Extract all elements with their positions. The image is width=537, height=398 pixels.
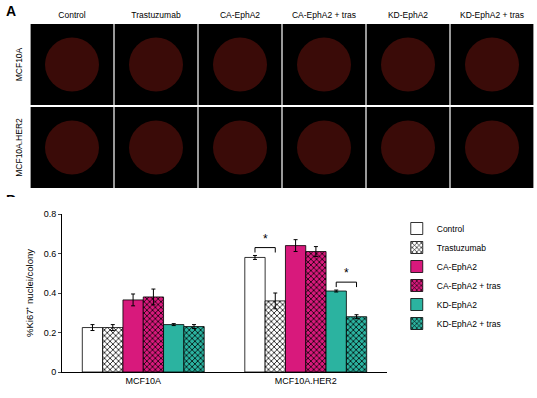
svg-text:MCF10A.HER2: MCF10A.HER2: [275, 376, 337, 386]
svg-text:KD-EphA2 + tras: KD-EphA2 + tras: [460, 10, 524, 20]
svg-text:CA-EphA2: CA-EphA2: [437, 262, 477, 272]
svg-text:KD-EphA2: KD-EphA2: [388, 10, 428, 20]
svg-text:0.2: 0.2: [44, 328, 57, 338]
svg-text:KD-EphA2: KD-EphA2: [437, 300, 477, 310]
svg-text:Trastuzumab: Trastuzumab: [131, 10, 181, 20]
svg-text:MCF10A: MCF10A: [14, 47, 24, 81]
svg-text:CA-EphA2 + tras: CA-EphA2 + tras: [437, 281, 501, 291]
html-text:B: B: [6, 192, 17, 208]
svg-text:%Ki67⁺ nuclei/colony: %Ki67⁺ nuclei/colony: [24, 249, 35, 337]
svg-text:0.4: 0.4: [44, 288, 57, 298]
svg-text:*: *: [344, 266, 349, 280]
svg-text:MCF10A.HER2: MCF10A.HER2: [14, 118, 24, 177]
svg-text:*: *: [263, 232, 268, 246]
svg-text:A: A: [6, 3, 16, 19]
svg-text:Trastuzumab: Trastuzumab: [437, 243, 487, 253]
svg-text:0.6: 0.6: [44, 249, 57, 259]
svg-text:0: 0: [51, 367, 56, 377]
svg-text:CA-EphA2 + tras: CA-EphA2 + tras: [292, 10, 356, 20]
svg-text:Control: Control: [437, 224, 465, 234]
svg-text:Control: Control: [58, 10, 86, 20]
svg-text:0.8: 0.8: [44, 209, 57, 219]
svg-text:MCF10A: MCF10A: [125, 376, 161, 386]
svg-text:KD-EphA2 + tras: KD-EphA2 + tras: [437, 319, 501, 329]
svg-text:CA-EphA2: CA-EphA2: [220, 10, 260, 20]
